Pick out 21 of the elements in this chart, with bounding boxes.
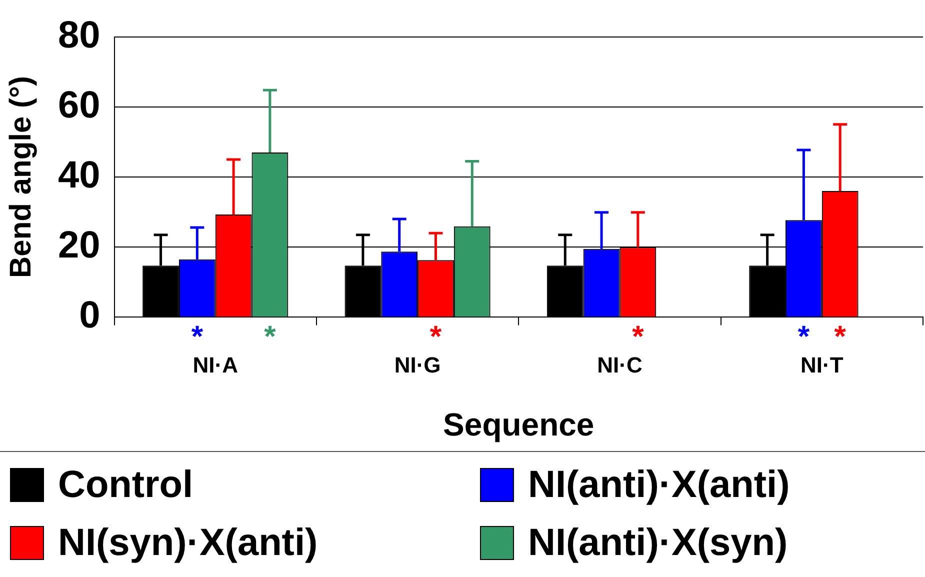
legend-label: NI(syn)·X(anti) xyxy=(58,522,318,564)
x-tick-label: NI·C xyxy=(597,352,642,378)
data-label: * xyxy=(191,320,204,354)
data-label: * xyxy=(632,320,644,354)
data-label: * xyxy=(430,320,442,354)
x-axis-title: Sequence xyxy=(443,406,594,443)
x-tick-label: NI·G xyxy=(394,352,441,378)
legend-label: NI(anti)·X(anti) xyxy=(528,464,790,506)
x-tick-label: NI·A xyxy=(192,352,238,378)
y-tick-label: 60 xyxy=(58,84,100,126)
data-label: * xyxy=(264,320,276,354)
legend-label: Control xyxy=(58,464,194,506)
y-tick-label: 40 xyxy=(58,154,100,196)
y-tick-label: 0 xyxy=(79,294,100,337)
x-tick-label: NI·T xyxy=(800,352,844,378)
y-axis-title: Bend angle (°) xyxy=(4,76,38,278)
legend-label: NI(anti)·X(syn) xyxy=(528,522,788,564)
data-label: * xyxy=(834,320,846,354)
data-label: * xyxy=(798,320,810,354)
y-tick-label: 80 xyxy=(58,14,100,56)
y-tick-label: 20 xyxy=(58,224,100,267)
